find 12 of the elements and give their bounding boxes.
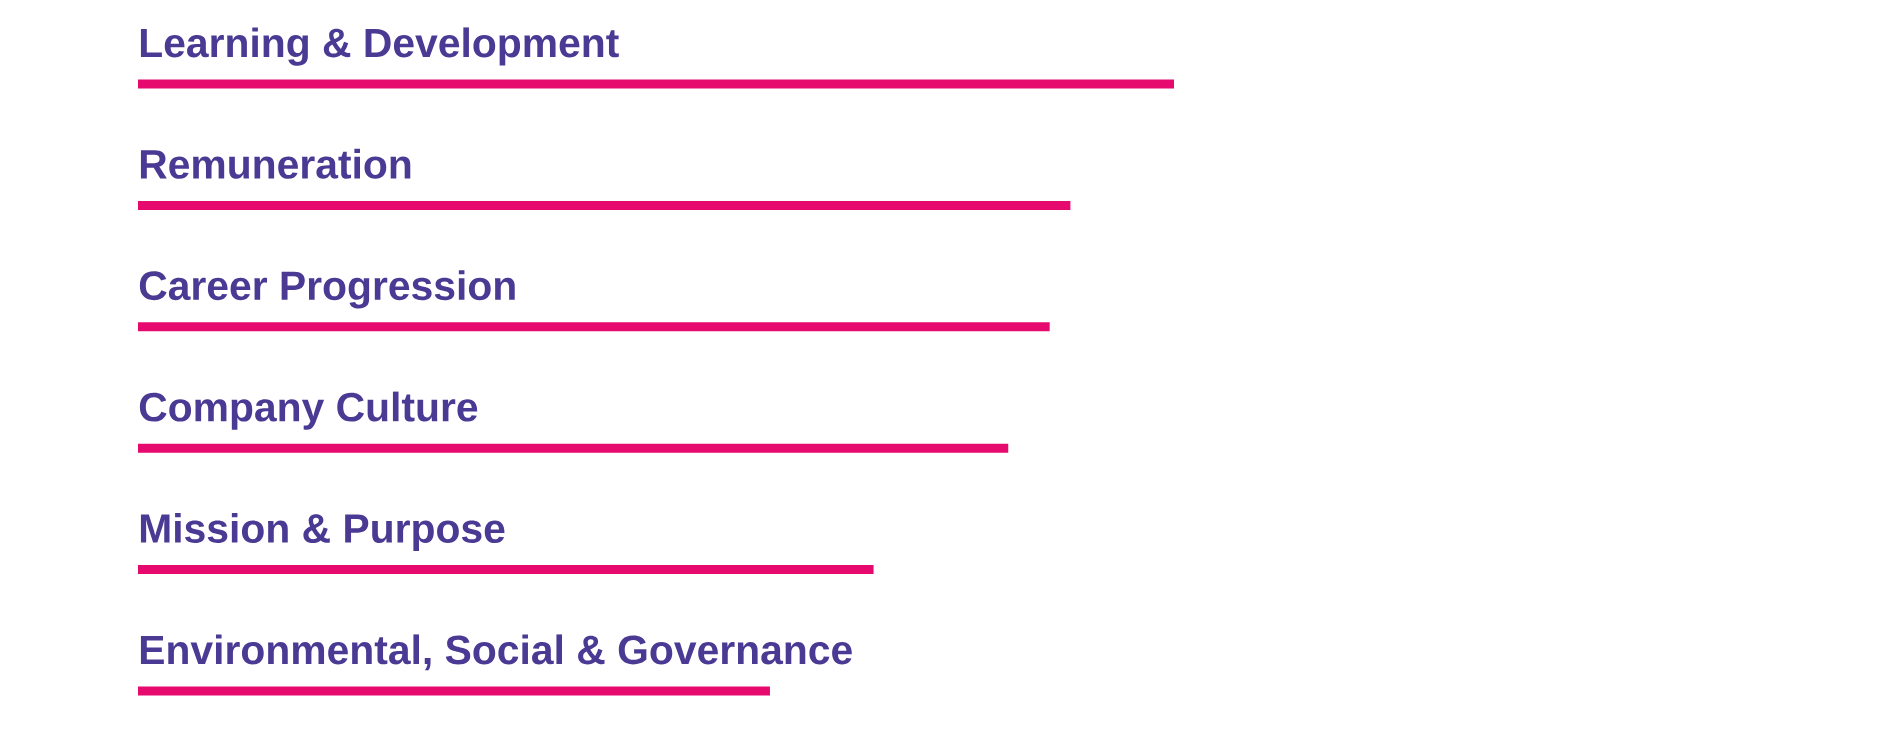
bar	[138, 686, 770, 696]
y-tick-label: Mission & Purpose	[140, 513, 505, 552]
y-tick-label: Learning & Development	[140, 27, 619, 66]
y-tick-label: Company Culture	[139, 391, 478, 430]
y-tick-label: Environmental, Social & Governance	[140, 634, 852, 671]
bar	[138, 565, 874, 575]
bar	[138, 79, 1174, 89]
bar	[138, 443, 1009, 453]
y-tick-label: Remuneration	[140, 148, 411, 179]
bar	[138, 322, 1050, 332]
bar	[138, 200, 1071, 210]
y-tick-label: Career Progression	[139, 270, 515, 309]
